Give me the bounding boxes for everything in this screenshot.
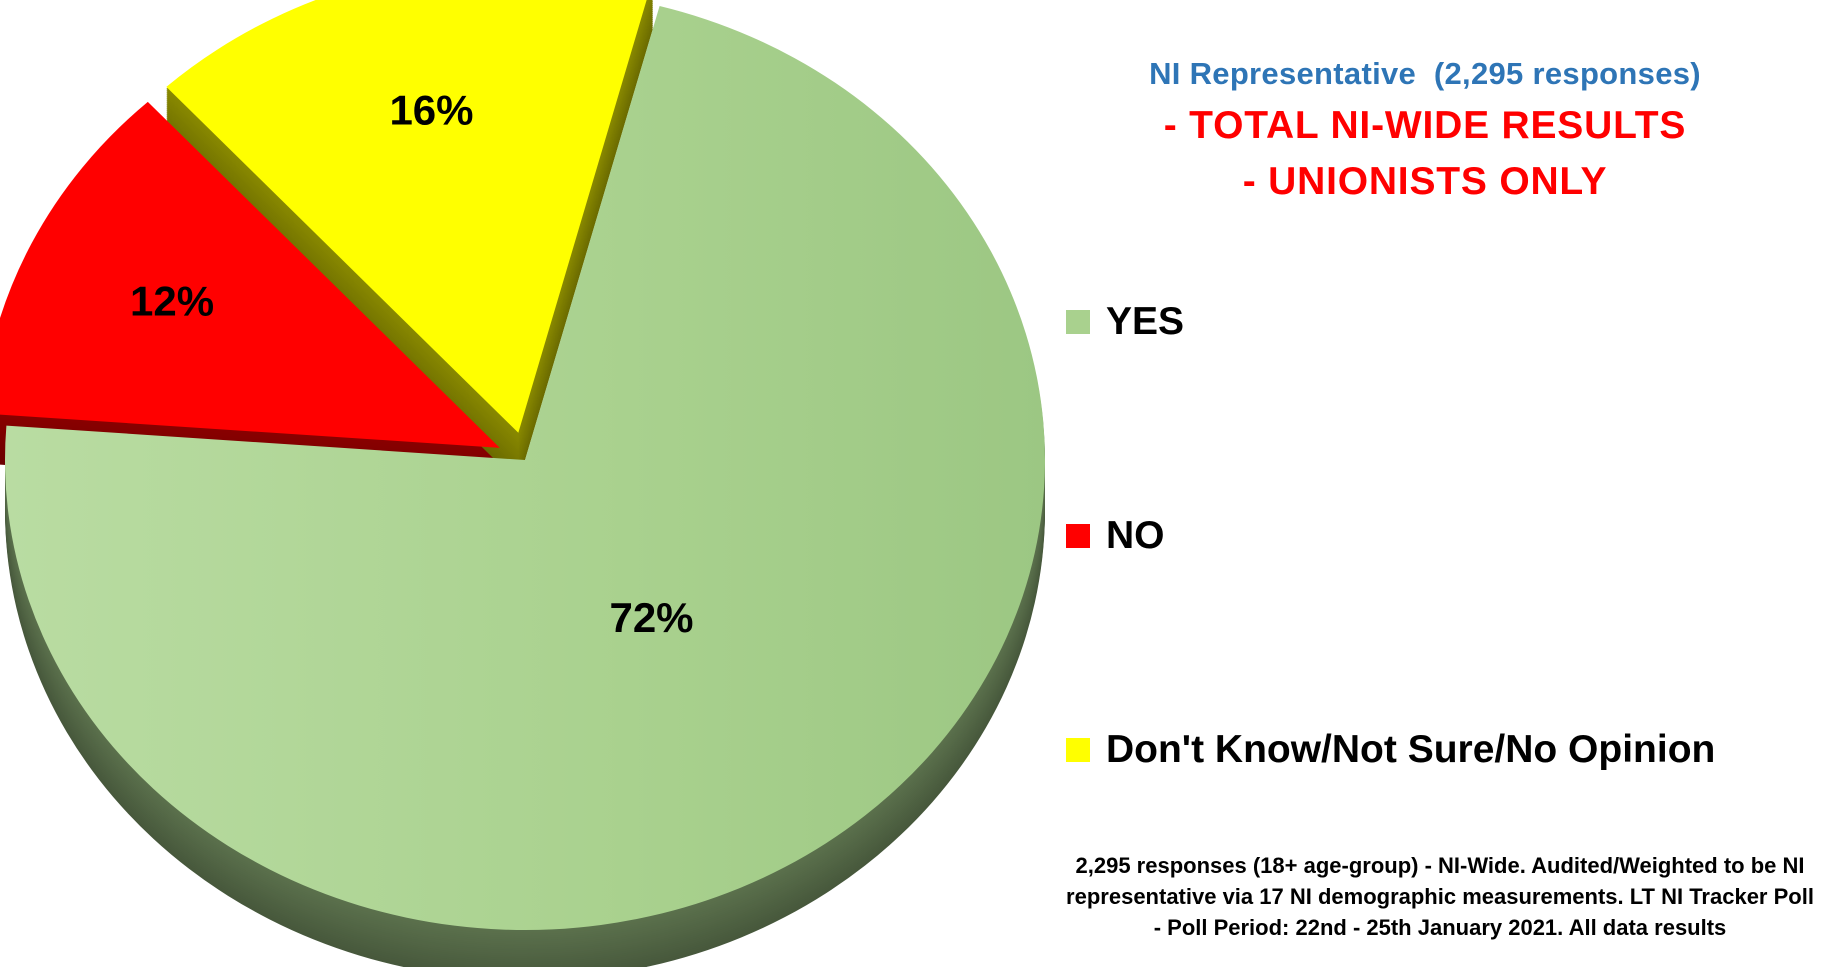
legend-label-dont-know: Don't Know/Not Sure/No Opinion: [1106, 728, 1716, 771]
chart-title-line-2: - UNIONISTS ONLY: [1242, 160, 1608, 203]
legend-item-no: NO: [1066, 514, 1165, 558]
legend-swatch-no: [1066, 524, 1090, 548]
legend-swatch-yes: [1066, 310, 1090, 334]
data-label-no: 12%: [130, 278, 214, 325]
legend-label-no: NO: [1106, 514, 1165, 557]
chart-title-line-1: - TOTAL NI-WIDE RESULTS: [1163, 104, 1687, 147]
pie-slice-no: [0, 101, 500, 448]
legend-item-yes: YES: [1066, 300, 1184, 344]
pie-slice-yes: [4, 6, 1045, 931]
pie-slice-dont-know: [166, 0, 647, 433]
legend-swatch-dont-know: [1066, 738, 1090, 762]
data-label-dont-know: 16%: [389, 86, 473, 133]
legend-item-dont-know: Don't Know/Not Sure/No Opinion: [1066, 728, 1715, 772]
chart-subtitle: NI Representative (2,295 responses): [1149, 56, 1701, 91]
data-label-yes: 72%: [609, 594, 693, 641]
legend-label-yes: YES: [1106, 300, 1185, 343]
footnote: 2,295 responses (18+ age-group) - NI-Wid…: [1066, 853, 1814, 940]
